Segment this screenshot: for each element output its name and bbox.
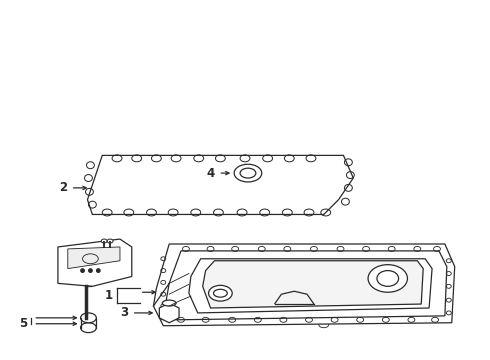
Polygon shape <box>159 303 179 323</box>
Ellipse shape <box>214 289 227 297</box>
Ellipse shape <box>240 168 256 178</box>
Ellipse shape <box>368 265 408 292</box>
Text: 4: 4 <box>206 167 215 180</box>
Text: 3: 3 <box>120 306 128 319</box>
Ellipse shape <box>234 164 262 182</box>
Polygon shape <box>88 156 353 215</box>
Text: 1: 1 <box>105 289 113 302</box>
Polygon shape <box>58 239 132 286</box>
Text: 5: 5 <box>19 317 27 330</box>
Ellipse shape <box>377 271 398 286</box>
Ellipse shape <box>107 239 113 243</box>
Polygon shape <box>166 251 447 320</box>
Polygon shape <box>189 259 432 313</box>
Ellipse shape <box>81 269 84 273</box>
Text: 2: 2 <box>59 181 67 194</box>
Ellipse shape <box>97 269 100 273</box>
Ellipse shape <box>162 300 176 306</box>
Ellipse shape <box>209 285 232 301</box>
Ellipse shape <box>80 323 97 333</box>
Polygon shape <box>153 244 455 326</box>
Ellipse shape <box>89 269 92 273</box>
Ellipse shape <box>101 239 107 243</box>
Polygon shape <box>203 261 423 308</box>
Ellipse shape <box>80 313 97 323</box>
Polygon shape <box>68 247 120 269</box>
